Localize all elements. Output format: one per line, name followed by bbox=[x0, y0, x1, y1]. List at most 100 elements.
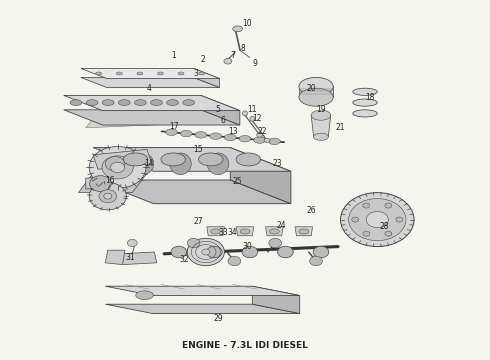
Text: 11: 11 bbox=[247, 105, 257, 114]
Polygon shape bbox=[299, 86, 333, 97]
Ellipse shape bbox=[236, 153, 261, 166]
Ellipse shape bbox=[187, 238, 200, 248]
Text: 33: 33 bbox=[218, 228, 228, 237]
Text: 20: 20 bbox=[306, 84, 316, 93]
Ellipse shape bbox=[96, 72, 101, 75]
Ellipse shape bbox=[299, 77, 333, 95]
Polygon shape bbox=[64, 110, 240, 125]
Ellipse shape bbox=[102, 156, 133, 179]
Text: 5: 5 bbox=[216, 105, 220, 114]
Polygon shape bbox=[64, 95, 240, 111]
Polygon shape bbox=[194, 68, 220, 87]
Ellipse shape bbox=[228, 256, 241, 266]
Ellipse shape bbox=[352, 217, 359, 222]
Ellipse shape bbox=[207, 246, 222, 258]
Text: 3: 3 bbox=[194, 69, 198, 78]
Ellipse shape bbox=[198, 153, 223, 166]
Ellipse shape bbox=[353, 88, 377, 95]
Polygon shape bbox=[86, 113, 223, 128]
Ellipse shape bbox=[70, 100, 82, 105]
Text: 13: 13 bbox=[228, 127, 238, 136]
Ellipse shape bbox=[171, 246, 187, 258]
Polygon shape bbox=[295, 227, 313, 236]
Ellipse shape bbox=[240, 229, 250, 234]
Ellipse shape bbox=[202, 249, 210, 255]
Text: 17: 17 bbox=[169, 122, 179, 131]
Text: 1: 1 bbox=[172, 51, 176, 60]
Ellipse shape bbox=[224, 134, 236, 141]
Ellipse shape bbox=[349, 199, 406, 241]
Ellipse shape bbox=[127, 239, 137, 247]
Ellipse shape bbox=[254, 137, 266, 143]
Ellipse shape bbox=[116, 72, 122, 75]
Ellipse shape bbox=[310, 256, 322, 266]
Ellipse shape bbox=[367, 212, 388, 228]
Ellipse shape bbox=[111, 162, 124, 172]
Ellipse shape bbox=[239, 135, 251, 142]
Ellipse shape bbox=[167, 100, 178, 105]
Ellipse shape bbox=[313, 246, 329, 258]
Text: 9: 9 bbox=[252, 59, 257, 68]
Text: 2: 2 bbox=[201, 55, 206, 64]
Text: 21: 21 bbox=[336, 123, 345, 132]
Polygon shape bbox=[105, 250, 125, 265]
Text: 22: 22 bbox=[257, 127, 267, 136]
Text: 14: 14 bbox=[145, 159, 154, 168]
Ellipse shape bbox=[90, 176, 111, 192]
Text: 24: 24 bbox=[277, 220, 287, 230]
Ellipse shape bbox=[264, 138, 270, 143]
Polygon shape bbox=[93, 148, 291, 171]
Ellipse shape bbox=[242, 246, 258, 258]
Ellipse shape bbox=[385, 231, 392, 236]
Ellipse shape bbox=[123, 153, 148, 166]
Text: 7: 7 bbox=[230, 51, 235, 60]
Ellipse shape bbox=[178, 72, 184, 75]
Ellipse shape bbox=[187, 238, 224, 266]
Ellipse shape bbox=[211, 229, 220, 234]
Ellipse shape bbox=[127, 154, 142, 165]
Polygon shape bbox=[266, 227, 283, 236]
Ellipse shape bbox=[86, 100, 98, 105]
Text: ENGINE - 7.3L IDI DIESEL: ENGINE - 7.3L IDI DIESEL bbox=[182, 341, 308, 350]
Ellipse shape bbox=[136, 291, 153, 300]
Ellipse shape bbox=[299, 88, 333, 106]
Ellipse shape bbox=[385, 203, 392, 208]
Polygon shape bbox=[252, 286, 300, 314]
Ellipse shape bbox=[341, 193, 414, 247]
Polygon shape bbox=[201, 95, 240, 125]
Ellipse shape bbox=[314, 133, 328, 140]
Ellipse shape bbox=[137, 72, 143, 75]
Text: 27: 27 bbox=[194, 217, 203, 226]
Ellipse shape bbox=[207, 153, 229, 175]
Ellipse shape bbox=[104, 193, 112, 199]
Ellipse shape bbox=[299, 229, 309, 234]
Ellipse shape bbox=[311, 110, 331, 120]
Text: 15: 15 bbox=[194, 145, 203, 154]
Text: 12: 12 bbox=[252, 114, 262, 123]
Ellipse shape bbox=[353, 110, 377, 117]
Ellipse shape bbox=[233, 26, 243, 32]
Ellipse shape bbox=[134, 100, 146, 105]
Polygon shape bbox=[86, 176, 115, 189]
Text: 23: 23 bbox=[272, 159, 282, 168]
Ellipse shape bbox=[180, 130, 192, 137]
Text: 29: 29 bbox=[213, 314, 223, 323]
Text: 16: 16 bbox=[105, 176, 115, 185]
Ellipse shape bbox=[132, 153, 154, 175]
Ellipse shape bbox=[363, 203, 370, 208]
Ellipse shape bbox=[353, 99, 377, 106]
Text: 10: 10 bbox=[243, 19, 252, 28]
Text: 19: 19 bbox=[316, 105, 326, 114]
Text: 28: 28 bbox=[380, 222, 390, 231]
Text: 30: 30 bbox=[243, 242, 252, 251]
Text: 31: 31 bbox=[125, 253, 135, 262]
Polygon shape bbox=[81, 68, 220, 78]
Text: 26: 26 bbox=[306, 206, 316, 215]
Ellipse shape bbox=[183, 100, 195, 105]
Ellipse shape bbox=[95, 153, 116, 175]
Ellipse shape bbox=[198, 72, 204, 75]
Text: 32: 32 bbox=[179, 255, 189, 264]
Ellipse shape bbox=[278, 246, 294, 258]
Ellipse shape bbox=[89, 147, 146, 188]
Text: 34: 34 bbox=[228, 228, 238, 237]
